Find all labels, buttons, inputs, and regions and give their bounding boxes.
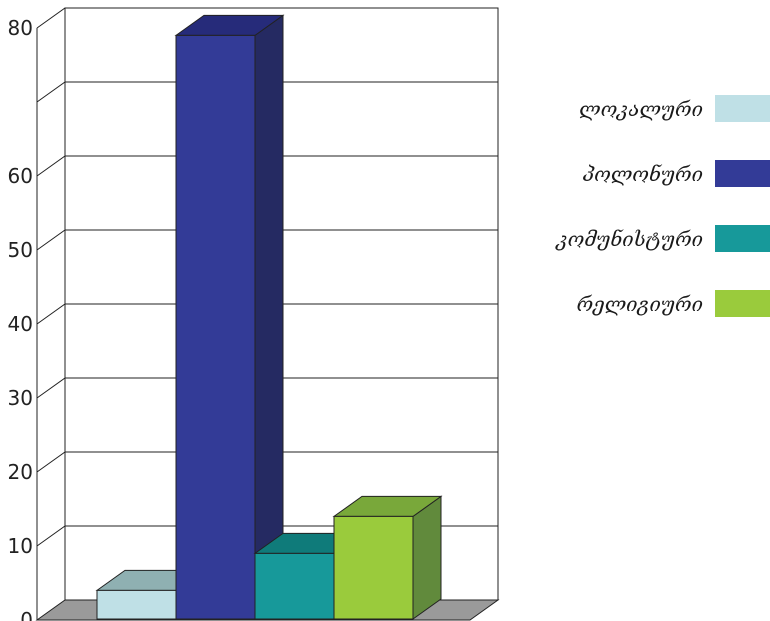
legend-swatch-communist xyxy=(715,225,770,252)
legend-label-polish: პოლონური xyxy=(582,161,703,186)
gridline-60 xyxy=(36,155,498,177)
gridline-20 xyxy=(36,451,498,473)
legend-swatch-religious xyxy=(715,290,770,317)
y-tick-label-20: 20 xyxy=(8,460,33,484)
bar-1 xyxy=(174,14,285,620)
y-tick-label-60: 60 xyxy=(8,164,33,188)
gridline-70 xyxy=(36,81,498,103)
bar-front-1 xyxy=(175,34,256,620)
legend-item-polish: პოლონური xyxy=(520,157,770,190)
gridline-80 xyxy=(36,7,498,29)
legend-item-local: ლოკალური xyxy=(520,92,770,125)
gridline-40 xyxy=(36,303,498,325)
y-tick-label-30: 30 xyxy=(8,386,33,410)
gridline-50 xyxy=(36,229,498,251)
gridline-30 xyxy=(36,377,498,399)
legend-label-local: ლოკალური xyxy=(579,96,703,121)
legend-item-religious: რელიგიური xyxy=(520,287,770,320)
bar-front-3 xyxy=(333,515,414,620)
y-tick-label-10: 10 xyxy=(8,534,33,558)
bar-front-2 xyxy=(254,552,335,620)
y-tick-label-80: 80 xyxy=(8,16,33,40)
chart-gridlines xyxy=(36,7,498,547)
chart-legend: ლოკალური პოლონური კომუნისტური რელიგიური xyxy=(520,92,770,352)
legend-swatch-polish xyxy=(715,160,770,187)
y-tick-label-40: 40 xyxy=(8,312,33,336)
y-tick-label-0: 0 xyxy=(20,608,33,621)
bar-chart: 0 10 20 30 40 50 60 80 xyxy=(8,7,500,621)
legend-label-communist: კომუნისტური xyxy=(556,226,703,251)
bar-side-3 xyxy=(412,495,442,620)
y-tick-label-50: 50 xyxy=(8,238,33,262)
chart-bars xyxy=(95,14,443,620)
legend-label-religious: რელიგიური xyxy=(576,291,703,316)
legend-swatch-local xyxy=(715,95,770,122)
bar-3 xyxy=(332,495,443,620)
legend-item-communist: კომუნისტური xyxy=(520,222,770,255)
bar-side-1 xyxy=(254,14,284,620)
y-axis-ticks: 0 10 20 30 40 50 60 80 xyxy=(8,16,33,621)
bar-front-0 xyxy=(96,589,177,620)
